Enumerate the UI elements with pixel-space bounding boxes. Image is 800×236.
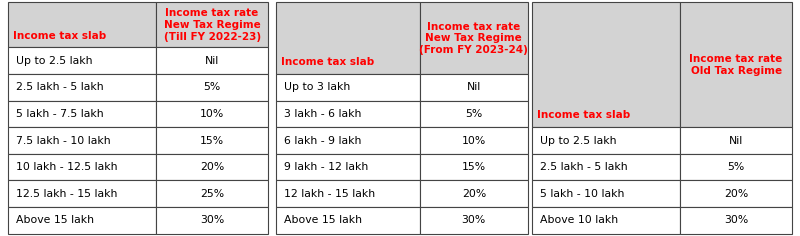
Text: 2.5 lakh - 5 lakh: 2.5 lakh - 5 lakh	[16, 82, 103, 92]
Bar	[156, 74, 268, 101]
Bar	[532, 127, 680, 154]
Bar	[420, 207, 528, 234]
Text: 5%: 5%	[203, 82, 221, 92]
Bar	[8, 181, 156, 207]
Bar	[8, 101, 156, 127]
Bar	[532, 2, 680, 127]
Bar	[680, 154, 792, 181]
Text: 20%: 20%	[462, 189, 486, 199]
Text: 30%: 30%	[462, 215, 486, 225]
Bar	[680, 2, 792, 127]
Text: Nil: Nil	[466, 82, 481, 92]
Text: Nil: Nil	[205, 56, 219, 66]
Bar	[156, 127, 268, 154]
Text: 12 lakh - 15 lakh: 12 lakh - 15 lakh	[283, 189, 374, 199]
Text: 3 lakh - 6 lakh: 3 lakh - 6 lakh	[283, 109, 361, 119]
Bar	[532, 181, 680, 207]
Bar	[276, 2, 420, 74]
Text: 15%: 15%	[200, 135, 224, 146]
Text: Up to 2.5 lakh: Up to 2.5 lakh	[540, 135, 616, 146]
Bar	[8, 74, 156, 101]
Bar	[8, 2, 156, 47]
Bar	[420, 127, 528, 154]
Bar	[276, 154, 420, 181]
Bar	[156, 154, 268, 181]
Text: 5 lakh - 10 lakh: 5 lakh - 10 lakh	[540, 189, 624, 199]
Text: 5 lakh - 7.5 lakh: 5 lakh - 7.5 lakh	[16, 109, 103, 119]
Bar	[276, 127, 420, 154]
Text: 12.5 lakh - 15 lakh: 12.5 lakh - 15 lakh	[16, 189, 117, 199]
Text: Nil: Nil	[729, 135, 743, 146]
Bar	[420, 2, 528, 74]
Bar	[420, 74, 528, 101]
Bar	[276, 207, 420, 234]
Bar	[156, 101, 268, 127]
Text: Above 10 lakh: Above 10 lakh	[540, 215, 618, 225]
Text: 30%: 30%	[200, 215, 224, 225]
Bar	[680, 127, 792, 154]
Bar	[420, 154, 528, 181]
Text: 2.5 lakh - 5 lakh: 2.5 lakh - 5 lakh	[540, 162, 627, 172]
Text: 5%: 5%	[727, 162, 745, 172]
Bar	[276, 74, 420, 101]
Bar	[276, 101, 420, 127]
Text: Up to 2.5 lakh: Up to 2.5 lakh	[16, 56, 92, 66]
Text: Above 15 lakh: Above 15 lakh	[283, 215, 362, 225]
Bar	[156, 2, 268, 47]
Text: 30%: 30%	[724, 215, 748, 225]
Text: 9 lakh - 12 lakh: 9 lakh - 12 lakh	[283, 162, 368, 172]
Text: Income tax slab: Income tax slab	[281, 57, 374, 67]
Text: 10%: 10%	[200, 109, 224, 119]
Text: Income tax slab: Income tax slab	[13, 30, 106, 41]
Text: 10 lakh - 12.5 lakh: 10 lakh - 12.5 lakh	[16, 162, 118, 172]
Text: 20%: 20%	[724, 189, 748, 199]
Bar	[8, 127, 156, 154]
Text: 15%: 15%	[462, 162, 486, 172]
Bar	[8, 154, 156, 181]
Text: Income tax rate
New Tax Regime
(From FY 2023-24): Income tax rate New Tax Regime (From FY …	[419, 22, 528, 55]
Bar	[156, 181, 268, 207]
Bar	[420, 101, 528, 127]
Text: Income tax rate
New Tax Regime
(Till FY 2022-23): Income tax rate New Tax Regime (Till FY …	[163, 8, 261, 42]
Bar	[680, 181, 792, 207]
Text: 7.5 lakh - 10 lakh: 7.5 lakh - 10 lakh	[16, 135, 110, 146]
Text: Income tax rate
Old Tax Regime: Income tax rate Old Tax Regime	[690, 54, 782, 76]
Bar	[532, 154, 680, 181]
Text: 10%: 10%	[462, 135, 486, 146]
Text: Up to 3 lakh: Up to 3 lakh	[283, 82, 350, 92]
Bar	[156, 47, 268, 74]
Text: 20%: 20%	[200, 162, 224, 172]
Bar	[276, 181, 420, 207]
Text: Above 15 lakh: Above 15 lakh	[16, 215, 94, 225]
Text: 5%: 5%	[465, 109, 482, 119]
Bar	[532, 207, 680, 234]
Bar	[8, 207, 156, 234]
Text: 25%: 25%	[200, 189, 224, 199]
Bar	[420, 181, 528, 207]
Bar	[680, 207, 792, 234]
Text: 6 lakh - 9 lakh: 6 lakh - 9 lakh	[283, 135, 361, 146]
Text: Income tax slab: Income tax slab	[538, 110, 630, 120]
Bar	[156, 207, 268, 234]
Bar	[8, 47, 156, 74]
